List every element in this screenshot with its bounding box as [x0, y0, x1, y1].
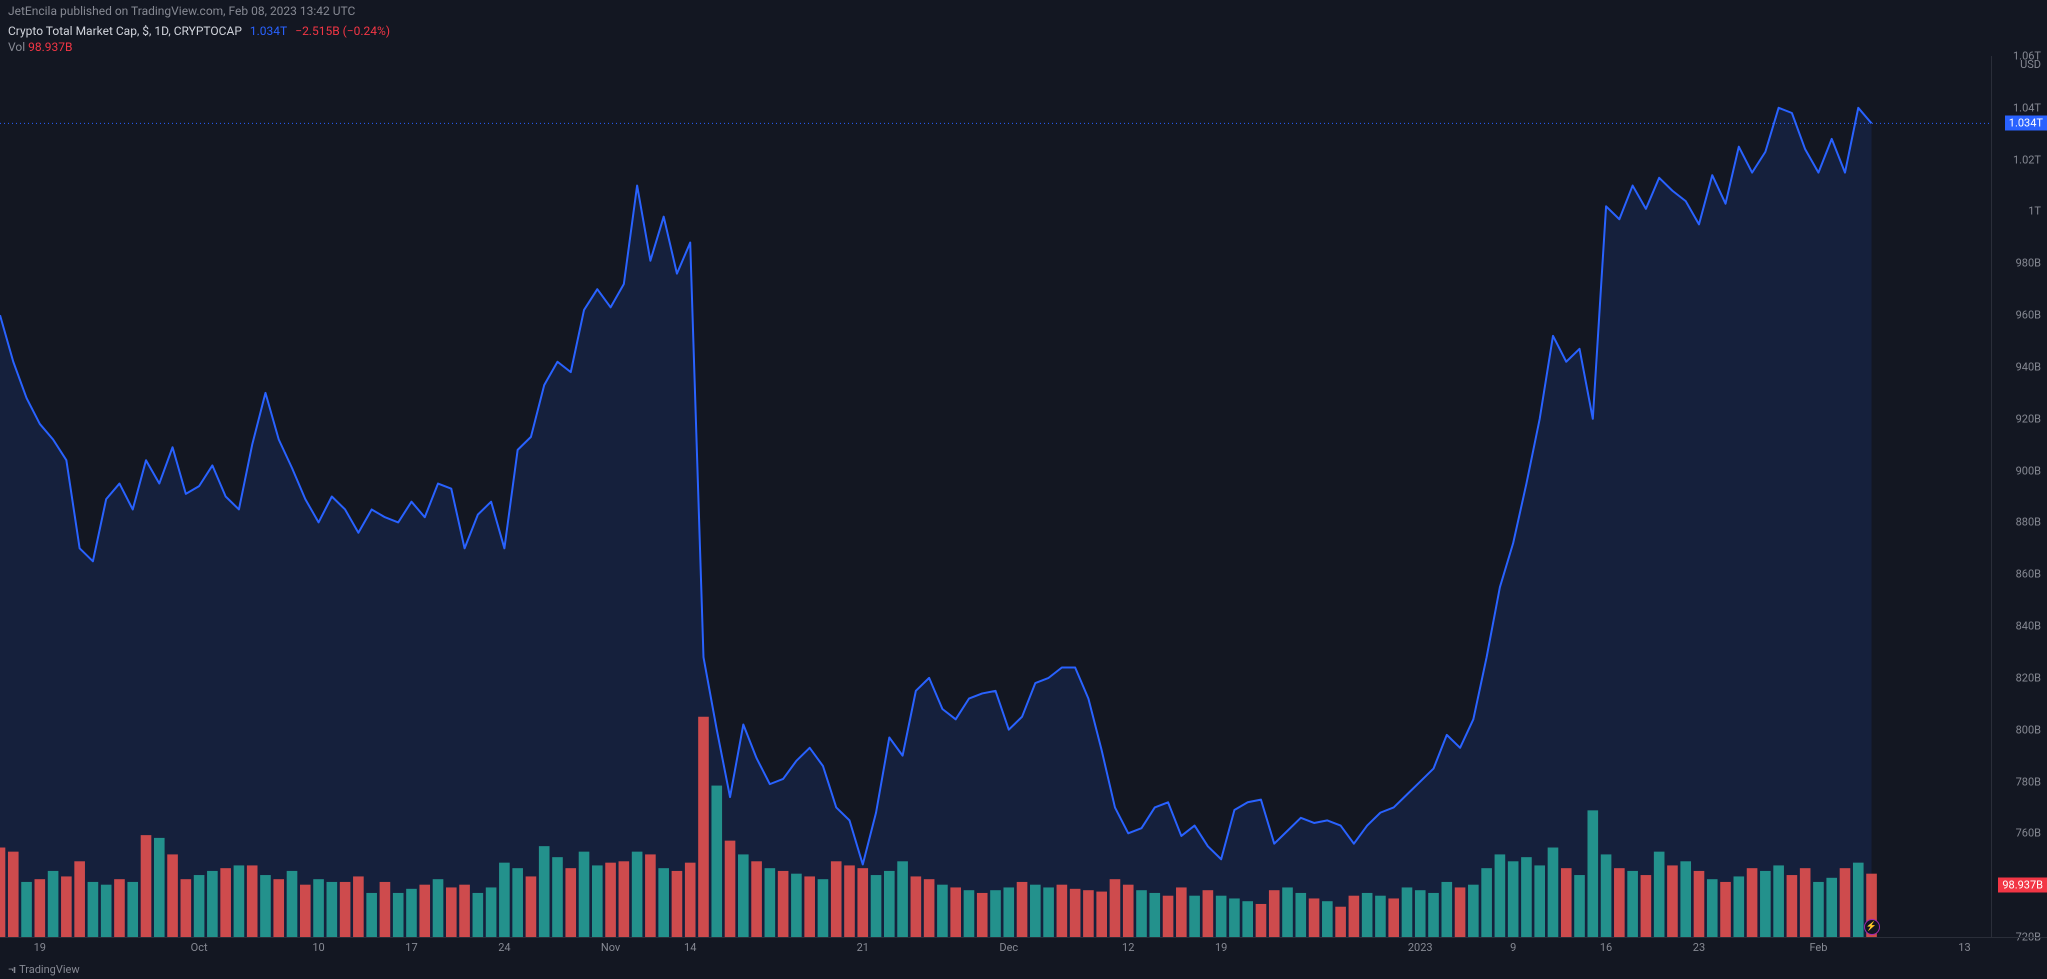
y-tick-label: 760B — [2016, 827, 2041, 840]
y-tick-label: 960B — [2016, 309, 2041, 322]
footer: ¬ı TradingView — [0, 960, 2047, 979]
y-tick-label: 1.02T — [2013, 153, 2041, 166]
x-tick-label: 21 — [857, 941, 869, 954]
x-tick-label: 19 — [1215, 941, 1227, 954]
y-tick-label: 880B — [2016, 516, 2041, 529]
y-tick-label: 900B — [2016, 464, 2041, 477]
symbol-label[interactable]: Crypto Total Market Cap, $, 1D, CRYPTOCA… — [8, 24, 242, 38]
x-tick-label: 17 — [405, 941, 417, 954]
x-tick-label: Nov — [601, 941, 620, 954]
y-tick-label: 780B — [2016, 775, 2041, 788]
plot-area[interactable]: ⚡ — [0, 56, 1991, 937]
x-tick-label: Dec — [999, 941, 1018, 954]
y-tick-label: 840B — [2016, 620, 2041, 633]
y-tick-label: 940B — [2016, 360, 2041, 373]
y-tick-label: 1.06T — [2013, 50, 2041, 63]
x-tick-label: 24 — [498, 941, 510, 954]
publish-header: JetEncila published on TradingView.com, … — [0, 0, 2047, 22]
volume-value: 98.937B — [28, 40, 72, 54]
y-axis[interactable]: USD 720B760B780B800B820B840B860B880B900B… — [1991, 56, 2047, 937]
x-tick-label: 12 — [1122, 941, 1134, 954]
lightning-icon[interactable]: ⚡ — [1864, 919, 1880, 935]
x-tick-label: 16 — [1600, 941, 1612, 954]
brand-label: TradingView — [19, 963, 80, 976]
price-value: 1.034T — [250, 24, 287, 38]
x-tick-label: Oct — [191, 941, 208, 954]
tradingview-logo-icon: ¬ı — [8, 963, 15, 976]
volume-label: Vol — [8, 40, 25, 54]
y-tick-label: 820B — [2016, 671, 2041, 684]
publish-text: JetEncila published on TradingView.com, … — [8, 4, 355, 18]
x-axis[interactable]: 19 Oct 10 17 24 Nov 14 21 Dec 12 19 2023 9 16 23 Feb 13 — [0, 937, 2047, 960]
volume-legend[interactable]: Vol 98.937B — [0, 40, 2047, 56]
price-badge: 1.034T — [2005, 116, 2047, 131]
y-tick-label: 1.04T — [2013, 101, 2041, 114]
y-tick-label: 800B — [2016, 723, 2041, 736]
x-tick-label: 10 — [312, 941, 324, 954]
x-tick-label: 19 — [34, 941, 46, 954]
chart-svg[interactable] — [0, 56, 1991, 937]
chart-legend[interactable]: Crypto Total Market Cap, $, 1D, CRYPTOCA… — [0, 22, 2047, 40]
y-tick-label: 980B — [2016, 257, 2041, 270]
volume-badge: 98.937B — [1998, 878, 2047, 893]
x-tick-label: 14 — [684, 941, 696, 954]
x-tick-label: 23 — [1693, 941, 1705, 954]
x-tick-label: 13 — [1958, 941, 1970, 954]
x-tick-label: Feb — [1809, 941, 1827, 954]
y-tick-label: 860B — [2016, 568, 2041, 581]
y-tick-label: 1T — [2028, 205, 2041, 218]
change-value: −2.515B (−0.24%) — [295, 24, 390, 38]
x-tick-label: 9 — [1510, 941, 1516, 954]
chart-body: ⚡ USD 720B760B780B800B820B840B860B880B90… — [0, 56, 2047, 937]
y-tick-label: 920B — [2016, 412, 2041, 425]
chart-container: JetEncila published on TradingView.com, … — [0, 0, 2047, 979]
x-tick-label: 2023 — [1408, 941, 1433, 954]
